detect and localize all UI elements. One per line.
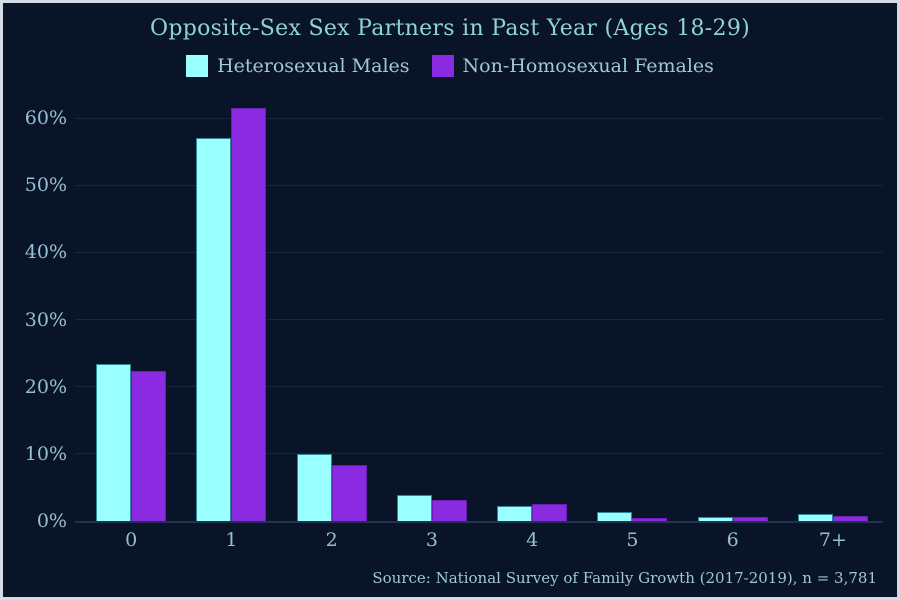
gridline-40 <box>75 251 883 253</box>
bar-males-0 <box>96 363 132 521</box>
x-tick-label-3: 3 <box>425 529 438 551</box>
bar-females-7+ <box>832 515 868 521</box>
y-tick-label-60: 60% <box>24 107 67 130</box>
bar-males-5 <box>597 512 633 521</box>
y-tick-label-0: 0% <box>36 510 67 532</box>
bar-females-5 <box>632 518 668 521</box>
x-tick-label-0: 0 <box>125 529 138 551</box>
x-tick-label-5: 5 <box>626 529 639 551</box>
gridline-20 <box>75 386 883 388</box>
bar-females-0 <box>131 371 167 521</box>
x-tick-label-4: 4 <box>526 529 539 551</box>
bar-males-2 <box>296 453 332 521</box>
plot-area: 0% 10% 20% 30% 40% 50% 60% 0 1 2 3 4 5 6 7+ <box>3 3 897 597</box>
gridline-30 <box>75 319 883 321</box>
bar-males-4 <box>497 505 533 521</box>
legend-label-males: Heterosexual Males <box>217 55 410 77</box>
bar-females-1 <box>231 108 267 521</box>
source-note: Source: National Survey of Family Growth… <box>372 569 877 587</box>
x-tick-label-1: 1 <box>225 529 238 551</box>
gridline-50 <box>75 184 883 186</box>
bar-males-3 <box>396 495 432 521</box>
bar-females-4 <box>532 503 568 521</box>
y-tick-label-50: 50% <box>24 174 67 197</box>
x-tick-label-7+: 7+ <box>818 529 847 551</box>
gridline-60 <box>75 117 883 119</box>
x-tick-label-6: 6 <box>726 529 739 551</box>
legend-item-females: Non-Homosexual Females <box>431 55 714 77</box>
bar-males-1 <box>196 138 232 521</box>
bar-males-6 <box>697 516 733 521</box>
gridline-10 <box>75 453 883 455</box>
y-tick-label-20: 20% <box>24 375 67 398</box>
y-tick-label-40: 40% <box>24 241 67 264</box>
bar-females-3 <box>431 499 467 521</box>
y-tick-label-30: 30% <box>24 308 67 331</box>
x-tick-label-2: 2 <box>325 529 338 551</box>
gridline-0 <box>75 521 883 523</box>
chart-title: Opposite-Sex Sex Partners in Past Year (… <box>150 16 750 41</box>
bar-females-6 <box>732 516 768 521</box>
legend: Heterosexual Males Non-Homosexual Female… <box>3 55 897 77</box>
legend-item-males: Heterosexual Males <box>186 55 410 77</box>
y-tick-label-10: 10% <box>24 442 67 465</box>
legend-label-females: Non-Homosexual Females <box>462 55 714 77</box>
females-color-swatch <box>431 55 454 77</box>
bar-males-7+ <box>797 514 833 521</box>
males-color-swatch <box>186 55 209 77</box>
bar-females-2 <box>331 464 367 521</box>
